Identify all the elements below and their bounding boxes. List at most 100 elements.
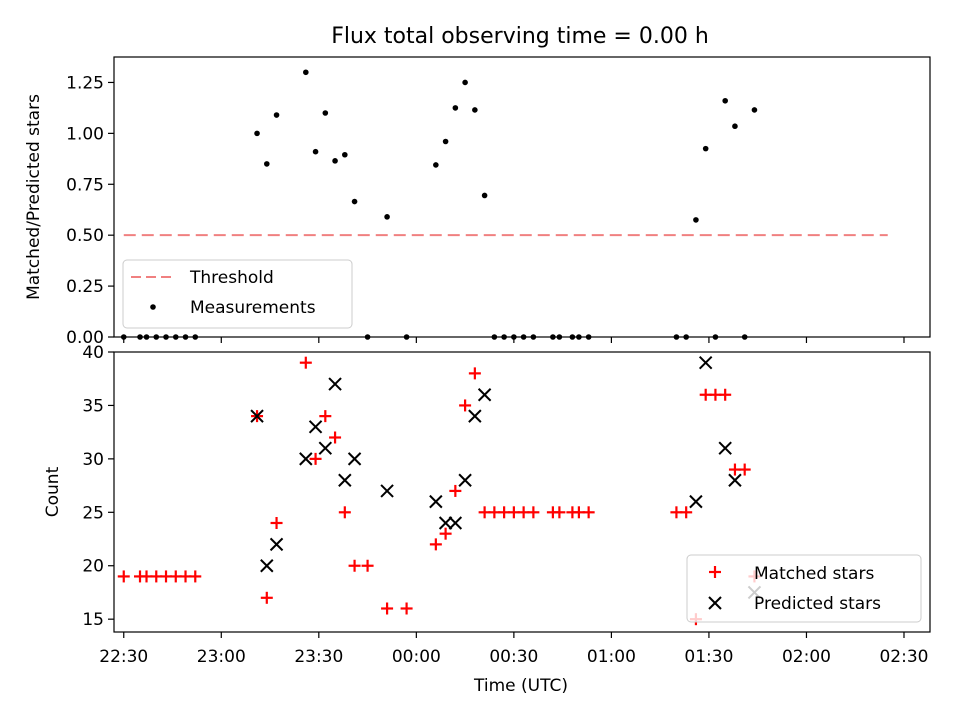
legend-predicted-swatch [708,596,722,610]
matched-star-point [449,484,462,497]
predicted-star-point [438,516,453,530]
matched-star-point [361,559,374,572]
measurement-point [442,138,449,145]
predicted-star-point [347,452,362,466]
x-tick-label: 00:30 [489,647,538,667]
count-panel-frame [113,351,931,633]
measurement-point [384,214,390,220]
y-tick-label: 1.25 [66,73,104,93]
measurement-point [452,105,459,111]
matched-star-point [189,570,202,583]
measurement-point [751,107,758,113]
matched-star-point [429,538,442,551]
measurement-point [722,97,728,104]
matched-star-point [582,506,595,519]
ratio-panel: 0.00 0.25 0.50 0.75 1.00 1.25 Matched/Predict… [24,56,931,348]
y-tick-label: 1.00 [66,124,104,144]
predicted-star-point [250,409,264,423]
matched-star-point [270,516,283,529]
matched-star-point [680,506,693,519]
matched-star-point [719,388,732,401]
legend-measurements-label: Measurements [190,298,316,318]
y-tick-label: 0.50 [66,226,104,246]
measurement-point [263,161,270,167]
measurement-point [342,151,348,158]
predicted-star-point [318,441,333,455]
predicted-star-point [689,494,703,509]
measurement-point [332,158,338,164]
predicted-star-point [448,516,463,530]
x-tick-label: 22:30 [99,647,148,667]
predicted-star-point [338,473,352,487]
x-tick-label: 01:00 [587,647,636,667]
matched-star-point [527,506,540,519]
count-legend: Matched stars Predicted stars [686,554,922,623]
measurement-point [702,145,709,152]
predicted-star-point [477,388,492,402]
matched-star-point [381,602,394,615]
y-tick-label: 40 [82,343,104,363]
predicted-star-point [728,473,742,487]
matched-star-point [738,463,751,476]
measurement-point [322,110,329,116]
y-tick-label: 25 [82,503,104,523]
y-tick-label: 0.75 [66,175,104,195]
measurement-point [254,130,260,137]
matched-star-point [459,399,472,412]
ratio-y-axis-label: Matched/Predicted stars [24,94,44,300]
x-tick-label: 02:00 [782,647,831,667]
measurement-point [273,112,280,118]
legend-matched-swatch [709,566,721,578]
chart-title: Flux total observing time = 0.00 h [331,24,709,49]
measurement-point [462,79,468,86]
legend-threshold-label: Threshold [189,268,274,288]
measurement-point [481,192,488,199]
measurement-point [351,198,358,205]
predicted-star-point [458,473,472,487]
predicted-star-point [308,420,323,434]
predicted-star-point [429,494,443,509]
matched-star-point [260,591,273,604]
x-tick-label: 23:00 [197,647,246,667]
predicted-star-point [718,441,732,455]
predicted-star-point [468,409,482,423]
y-tick-label: 15 [82,610,104,630]
x-tick-label: 02:30 [879,647,928,667]
y-tick-label: 30 [82,450,104,470]
x-tick-label: 00:00 [392,647,441,667]
measurement-point [693,217,699,223]
ratio-panel-frame [113,56,931,338]
measurement-point [472,107,478,113]
x-axis-label: Time (UTC) [473,676,568,696]
predicted-star-point [260,559,274,573]
measurement-point [732,123,738,130]
matched-star-point [338,506,351,519]
count-y-axis-label: Count [43,466,63,517]
matched-star-point [439,527,452,540]
count-panel: 15 20 25 30 35 40 22:30 23:00 23:30 00:00 00:30 01:… [43,343,931,696]
matched-star-point [309,452,322,465]
y-tick-label: 20 [82,557,104,577]
predicted-star-point [380,484,394,498]
predicted-star-point [328,377,342,391]
y-tick-label: 0.00 [66,328,104,348]
predicted-star-point [269,537,284,552]
x-tick-label: 01:30 [684,647,733,667]
measurement-point [433,162,439,168]
matched-star-point [319,410,332,423]
legend-measurements-swatch [150,304,156,310]
ratio-legend: Threshold Measurements [122,259,353,329]
measurement-point [303,69,309,76]
matched-star-point [299,356,312,369]
y-tick-label: 35 [82,396,104,416]
matched-star-point [329,431,342,444]
legend-predicted-label: Predicted stars [754,594,881,614]
y-tick-label: 0.25 [66,277,104,297]
matched-star-point [117,570,130,583]
predicted-star-point [299,452,313,466]
measurement-point [312,148,319,155]
x-tick-label: 23:30 [294,647,343,667]
predicted-star-point [698,355,713,370]
matched-star-point [553,506,566,519]
